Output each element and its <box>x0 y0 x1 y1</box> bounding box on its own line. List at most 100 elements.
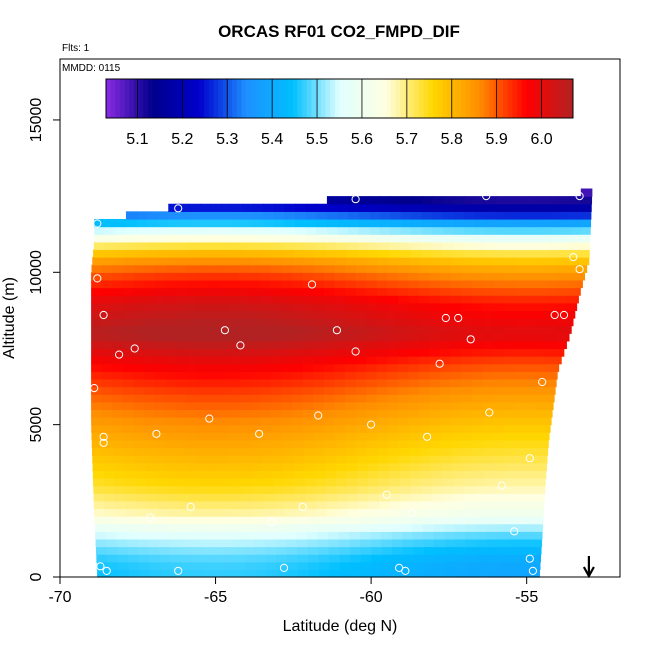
heatmap-cell <box>255 569 267 578</box>
heatmap-cell <box>376 318 388 327</box>
heatmap-cell <box>493 424 505 433</box>
heatmap-cell <box>186 333 198 342</box>
heatmap-cell <box>180 546 192 555</box>
heatmap-cell <box>536 257 548 266</box>
heatmap-cell <box>191 546 203 555</box>
colorbar-swatch <box>320 79 326 118</box>
heatmap-cell <box>218 394 230 403</box>
heatmap-cell <box>358 241 370 251</box>
heatmap-cell <box>376 356 388 365</box>
heatmap-cell <box>177 485 190 494</box>
heatmap-cell <box>452 249 464 258</box>
heatmap-cell <box>393 569 405 578</box>
heatmap-cell <box>292 439 304 449</box>
heatmap-cell <box>281 318 293 327</box>
heatmap-cell <box>239 378 251 388</box>
heatmap-cell <box>503 378 515 388</box>
heatmap-cell <box>136 234 148 243</box>
heatmap-cell <box>336 493 349 502</box>
heatmap-cell <box>186 272 198 281</box>
heatmap-cell <box>294 485 306 494</box>
heatmap-cell <box>157 241 169 251</box>
heatmap-cell <box>220 485 232 494</box>
heatmap-cell <box>380 523 392 532</box>
heatmap-cell <box>411 196 423 205</box>
heatmap-cell <box>201 546 213 555</box>
heatmap-cell <box>429 386 441 395</box>
heatmap-cell <box>497 538 509 548</box>
heatmap-cell <box>485 226 497 235</box>
heatmap-cell <box>167 477 179 487</box>
heatmap-cell <box>442 485 454 494</box>
heatmap-cell <box>334 424 346 433</box>
heatmap-cell <box>134 439 146 449</box>
heatmap-cell <box>361 561 373 570</box>
heatmap-cell <box>461 439 474 449</box>
sample-point <box>441 313 450 323</box>
heatmap-cell <box>397 287 410 296</box>
heatmap-cell <box>212 554 224 563</box>
heatmap-cell <box>508 554 521 563</box>
heatmap-cell <box>292 325 304 334</box>
heatmap-cell <box>524 417 536 426</box>
sample-point <box>528 566 538 576</box>
heatmap-cell <box>408 287 420 296</box>
sample-point <box>236 341 245 350</box>
heatmap-cell <box>281 333 293 342</box>
heatmap-cell <box>230 470 242 479</box>
heatmap-cell <box>186 318 198 327</box>
heatmap-cell <box>358 500 370 510</box>
heatmap-cell <box>282 455 294 464</box>
heatmap-cell <box>398 264 410 273</box>
heatmap-cell <box>196 378 209 388</box>
heatmap-cell <box>567 333 570 342</box>
heatmap-cell <box>93 485 105 494</box>
heatmap-cell <box>92 470 104 479</box>
heatmap-cell <box>165 394 177 403</box>
heatmap-cell <box>503 424 515 433</box>
heatmap-cell <box>239 371 251 380</box>
heatmap-cell <box>243 538 255 548</box>
heatmap-cell <box>125 500 137 510</box>
heatmap-cell <box>114 500 127 510</box>
heatmap-cell <box>165 279 177 289</box>
heatmap-cell <box>344 318 357 327</box>
heatmap-cell <box>233 546 245 555</box>
heatmap-cell <box>411 508 423 517</box>
heatmap-cell <box>165 272 177 281</box>
heatmap-cell <box>271 264 283 273</box>
heatmap-cell <box>168 211 180 220</box>
heatmap-cell <box>104 234 116 243</box>
heatmap-cell <box>570 196 582 205</box>
heatmap-cell <box>270 287 283 296</box>
heatmap-cell <box>292 363 304 372</box>
heatmap-cell <box>325 470 337 479</box>
heatmap-cell <box>261 447 273 456</box>
heatmap-cell <box>376 409 388 418</box>
heatmap-cell <box>429 432 442 441</box>
heatmap-cell <box>443 234 455 243</box>
heatmap-cell <box>524 295 536 304</box>
heatmap-cell <box>178 493 190 502</box>
heatmap-cell <box>242 234 254 243</box>
heatmap-cell <box>198 455 210 464</box>
heatmap-cell <box>114 477 126 487</box>
heatmap-cell <box>123 432 135 441</box>
heatmap-cell <box>91 325 103 334</box>
heatmap-cell <box>475 203 487 212</box>
heatmap-cell <box>101 325 113 334</box>
heatmap-cell <box>115 234 127 243</box>
heatmap-cell <box>118 569 130 578</box>
heatmap-cell <box>101 272 113 281</box>
heatmap-cell <box>346 462 358 471</box>
colorbar-swatch <box>414 79 420 118</box>
heatmap-cell <box>218 348 230 357</box>
heatmap-cell <box>263 234 275 243</box>
heatmap-cell <box>207 348 219 357</box>
heatmap-cell <box>419 394 431 403</box>
colorbar-swatch <box>288 79 294 118</box>
heatmap-cell <box>241 485 253 494</box>
heatmap-cell <box>440 356 452 365</box>
heatmap-cell <box>228 424 240 433</box>
heatmap-cell <box>378 477 390 487</box>
